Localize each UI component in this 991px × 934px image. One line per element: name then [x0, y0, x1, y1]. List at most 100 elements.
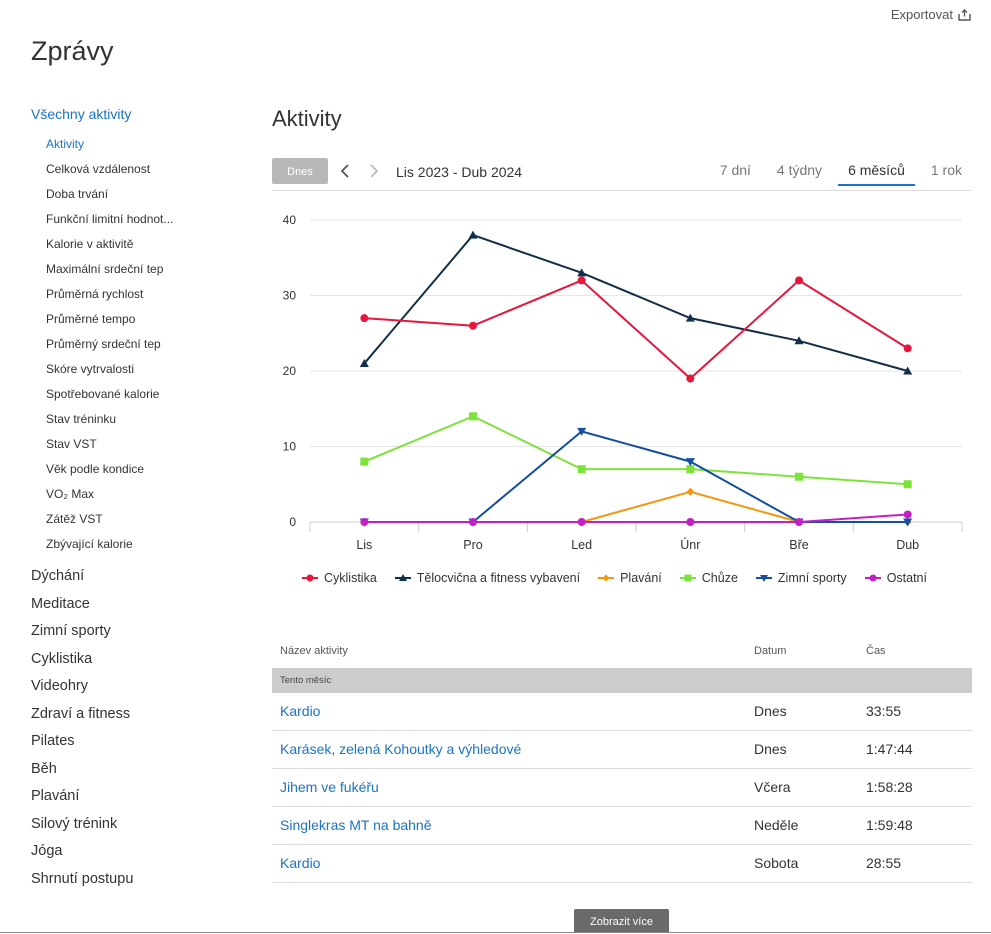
sidebar-sub-item[interactable]: Zbývající kalorie: [46, 537, 133, 551]
legend-label: Tělocvična a fitness vybavení: [416, 571, 581, 585]
sidebar-sub-item[interactable]: Průměrné tempo: [46, 312, 136, 326]
sidebar-category[interactable]: Zimní sporty: [31, 623, 111, 639]
sidebar-sub-item[interactable]: Maximální srdeční tep: [46, 262, 164, 276]
data-point[interactable]: [577, 276, 586, 285]
period-tabs: 7 dní 4 týdny 6 měsíců 1 rok: [704, 157, 972, 186]
sidebar-sub-item[interactable]: Stav VST: [46, 437, 97, 451]
y-tick-label: 10: [283, 440, 297, 454]
data-point[interactable]: [795, 472, 803, 481]
chevron-right-icon[interactable]: [366, 163, 380, 179]
tab-period[interactable]: 1 rok: [930, 162, 962, 178]
sidebar-sub-list: Aktivity Celková vzdálenost Doba trvání Fun…: [31, 132, 231, 557]
column-header-date[interactable]: Datum: [754, 645, 787, 657]
series-line: [364, 513, 908, 523]
legend-item[interactable]: Zimní sporty: [755, 571, 847, 585]
sidebar-category[interactable]: Běh: [31, 760, 57, 777]
data-point[interactable]: [686, 518, 695, 526]
sidebar-category[interactable]: Dýchání: [31, 568, 85, 584]
data-point[interactable]: [686, 487, 695, 496]
sidebar-category[interactable]: Jóga: [31, 843, 63, 859]
table-header: Název aktivity Datum Čas: [272, 635, 972, 668]
sidebar-sub-item[interactable]: Průměrný srdeční tep: [46, 337, 161, 351]
sidebar-category[interactable]: Plavání: [31, 788, 80, 804]
sidebar-sub-item[interactable]: Kalorie v aktivitě: [46, 237, 134, 251]
export-label: Exportovat: [890, 7, 953, 22]
legend-item[interactable]: Tělocvična a fitness vybavení: [394, 571, 581, 585]
sidebar-sub-item[interactable]: Spotřebované kalorie: [46, 387, 160, 401]
series-line: [364, 279, 909, 380]
legend-item[interactable]: Ostatní: [864, 571, 927, 585]
sidebar-sub-item[interactable]: Funkční limitní hodnot...: [46, 212, 174, 226]
data-point[interactable]: [360, 518, 369, 526]
column-header-name[interactable]: Název aktivity: [280, 645, 348, 657]
activity-table: Název aktivity Datum Čas Tento měsíc Kar…: [272, 635, 972, 883]
data-point[interactable]: [903, 366, 913, 375]
sidebar-sub-item[interactable]: Stav tréninku: [46, 412, 117, 426]
tab-period[interactable]: 4 týdny: [776, 162, 823, 178]
show-more-button[interactable]: Zobrazit více: [574, 909, 669, 933]
legend-item[interactable]: Plavání: [598, 571, 662, 585]
tab-period[interactable]: 7 dní: [719, 162, 751, 178]
sidebar-category[interactable]: Pilates: [31, 733, 75, 749]
sidebar-category[interactable]: Videohry: [31, 678, 88, 694]
sidebar-sub-item[interactable]: Doba trvání: [46, 187, 109, 201]
legend-item[interactable]: Chůze: [679, 571, 738, 585]
legend-item[interactable]: Cyklistika: [302, 571, 377, 585]
tab-period[interactable]: 6 měsíců: [838, 157, 915, 186]
sidebar-sub-item[interactable]: Aktivity: [46, 137, 85, 151]
sidebar-category[interactable]: Shrnutí postupu: [31, 870, 134, 887]
column-header-time[interactable]: Čas: [866, 645, 886, 657]
data-point[interactable]: [903, 510, 912, 519]
activity-name-link[interactable]: Kardio: [280, 703, 321, 719]
data-point[interactable]: [359, 358, 369, 367]
sidebar-sub-item[interactable]: Průměrná rychlost: [46, 287, 144, 301]
data-point[interactable]: [468, 230, 478, 239]
data-point[interactable]: [577, 268, 587, 277]
page-title: Aktivity: [272, 106, 342, 131]
today-button[interactable]: Dnes: [272, 158, 328, 184]
activity-name-link[interactable]: Kardio: [280, 855, 321, 871]
data-point[interactable]: [795, 518, 803, 526]
table-row: Kardio Dnes 33:55: [272, 693, 972, 731]
data-point[interactable]: [686, 374, 695, 383]
activity-time: 1:59:48: [866, 817, 913, 833]
sidebar-category[interactable]: Cyklistika: [31, 650, 93, 667]
sidebar-sub-item[interactable]: Celková vzdálenost: [46, 162, 151, 176]
data-point[interactable]: [685, 313, 695, 322]
activity-date: Včera: [754, 779, 791, 795]
activity-time: 33:55: [866, 703, 902, 719]
sidebar-category[interactable]: Silový trénink: [31, 815, 118, 832]
activity-name-link[interactable]: Singlekras MT na bahně: [280, 817, 432, 833]
group-row-this-month: Tento měsíc: [272, 668, 972, 693]
data-point[interactable]: [469, 321, 477, 330]
sidebar-sub-item[interactable]: Věk podle kondice: [46, 462, 145, 476]
data-point[interactable]: [903, 480, 912, 489]
sidebar: Všechny aktivity Aktivity Celková vzdálen…: [31, 104, 231, 893]
data-point[interactable]: [360, 314, 369, 323]
export-button[interactable]: Exportovat: [891, 7, 971, 22]
data-point[interactable]: [360, 457, 369, 466]
data-point[interactable]: [577, 518, 586, 526]
sidebar-category[interactable]: Zdraví a fitness: [31, 705, 131, 722]
sidebar-all-activities[interactable]: Všechny aktivity: [31, 106, 132, 122]
data-point[interactable]: [686, 465, 695, 474]
sidebar-sub-item[interactable]: VO₂ Max: [46, 487, 94, 501]
data-point[interactable]: [903, 518, 913, 527]
data-point[interactable]: [469, 518, 477, 526]
activity-date: Dnes: [754, 703, 787, 719]
data-point[interactable]: [469, 412, 477, 421]
data-point[interactable]: [903, 344, 912, 353]
legend-label: Zimní sporty: [777, 571, 847, 585]
data-point[interactable]: [794, 336, 804, 345]
data-point[interactable]: [685, 458, 695, 467]
activity-name-link[interactable]: Jihem ve fukéřu: [280, 779, 379, 795]
chevron-left-icon[interactable]: [339, 163, 353, 179]
sidebar-sub-item[interactable]: Skóre vytrvalosti: [46, 362, 135, 376]
sidebar-sub-item[interactable]: Zátěž VST: [46, 512, 103, 526]
x-tick-label: Led: [571, 538, 592, 550]
data-point[interactable]: [795, 276, 803, 285]
sidebar-category[interactable]: Meditace: [31, 595, 90, 612]
data-point[interactable]: [577, 427, 587, 436]
data-point[interactable]: [577, 465, 586, 474]
activity-name-link[interactable]: Karásek, zelená Kohoutky a výhledové: [280, 741, 522, 757]
